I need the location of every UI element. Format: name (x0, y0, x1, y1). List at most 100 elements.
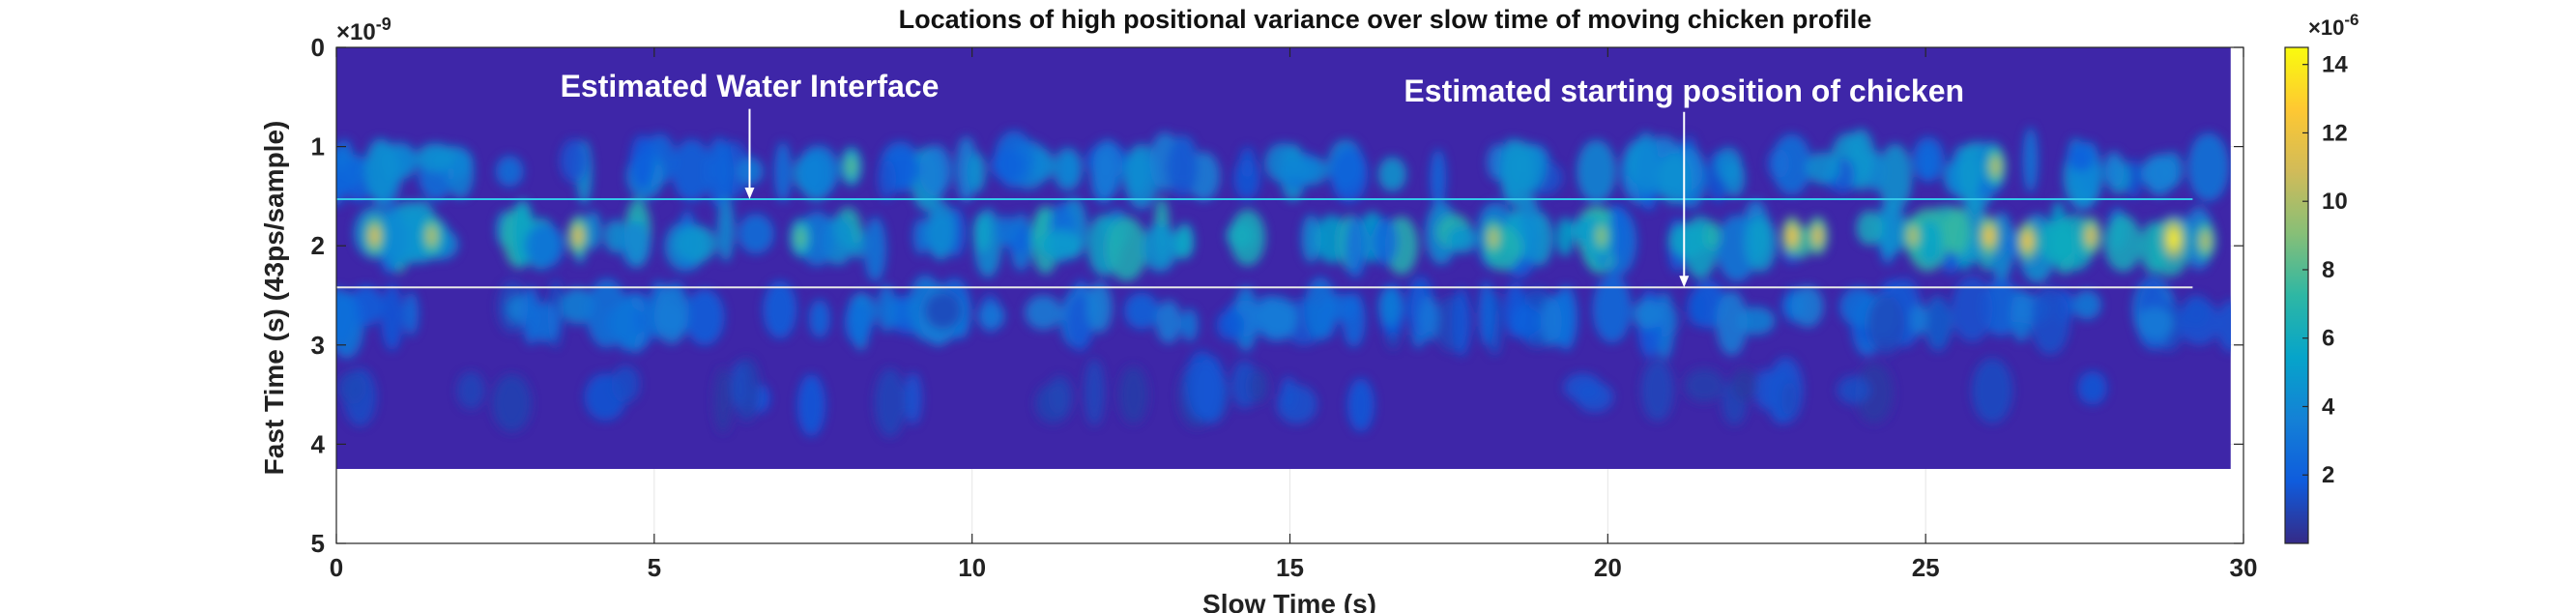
heatmap-cell (1687, 290, 1708, 327)
heatmap-cell (1091, 139, 1123, 197)
y-axis-label: Fast Time (s) (43ps/sample) (259, 121, 289, 476)
heatmap-cell (1118, 365, 1148, 424)
hot-spot (1908, 224, 1919, 247)
colorbar-exponent: ×10-6 (2308, 11, 2359, 40)
colorbar-tick-label: 12 (2322, 120, 2348, 146)
heatmap-cell (808, 299, 830, 338)
hot-spot (1488, 226, 1498, 248)
heatmap-cell (967, 152, 987, 193)
hot-spot (2022, 230, 2033, 252)
heatmap-cell (1345, 217, 1367, 278)
heatmap-cell (1142, 223, 1178, 273)
heatmap-cell (863, 217, 887, 282)
hot-spot (1812, 224, 1823, 247)
heatmap-cells (336, 127, 2231, 437)
heatmap-cell (2182, 295, 2211, 329)
hot-spot (796, 226, 806, 248)
heatmap-cell (924, 291, 963, 330)
annotation-text: Estimated starting position of chicken (1404, 73, 1964, 108)
heatmap-cell (1556, 217, 1574, 257)
heatmap-cell (2038, 220, 2072, 263)
heatmap-cell (416, 142, 455, 172)
colorbar: 2 4 6 8 10 12 14 ×10-6 (2284, 11, 2359, 544)
heatmap-cell (904, 372, 922, 425)
heatmap-cell (1181, 307, 1199, 342)
heatmap-cell (1167, 136, 1199, 197)
heatmap-cell (1951, 276, 1993, 342)
heatmap (336, 47, 2231, 470)
heatmap-cell (1510, 304, 1543, 339)
colorbar-gradient (2284, 46, 2309, 544)
heatmap-cell (1684, 368, 1724, 402)
annotation-arrowhead (1679, 276, 1690, 288)
heatmap-cell (1634, 131, 1659, 196)
colorbar-tick-label: 2 (2322, 462, 2334, 488)
heatmap-cell (1185, 350, 1219, 421)
heatmap-cell (1452, 287, 1471, 357)
heatmap-cell (382, 208, 409, 270)
heatmap-cell (2187, 132, 2230, 202)
hot-spot (2200, 230, 2211, 252)
hot-spot (1990, 156, 2001, 178)
heatmap-cell (2139, 221, 2169, 275)
heatmap-cell (1257, 296, 1298, 340)
annotations: Estimated Water Interface Estimated start… (336, 69, 2193, 289)
colorbar-tick-label: 14 (2322, 52, 2348, 78)
heatmap-cell (1912, 136, 1945, 183)
heatmap-cell (674, 224, 717, 263)
heatmap-cell (1731, 367, 1757, 402)
heatmap-cell (1856, 210, 1883, 246)
heatmap-cell (1874, 201, 1906, 256)
heatmap-cell (524, 223, 565, 269)
heatmap-cell (972, 212, 992, 252)
hot-spot (369, 224, 380, 247)
heatmap-cell (1540, 296, 1562, 347)
heatmap-cell (991, 148, 1025, 182)
x-tick-label: 0 (330, 553, 343, 582)
y-tick-label: 5 (311, 529, 325, 558)
heatmap-cell (1926, 296, 1952, 352)
heatmap-cell (2030, 286, 2070, 355)
colorbar-tick-label: 4 (2322, 394, 2335, 420)
hot-spot (1983, 224, 1994, 247)
heatmap-cell (1155, 300, 1182, 344)
colorbar-tick-label: 10 (2322, 189, 2348, 215)
heatmap-cell (1704, 220, 1722, 250)
hot-spot (1787, 224, 1798, 247)
heatmap-cell (1264, 142, 1302, 183)
heatmap-cell (1867, 294, 1905, 355)
heatmap-cell (1576, 381, 1614, 413)
hot-spot (2168, 228, 2179, 250)
heatmap-cell (1447, 225, 1479, 253)
heatmap-cell (1855, 363, 1894, 423)
heatmap-cell (1377, 286, 1403, 326)
heatmap-cell (763, 280, 797, 339)
heatmap-cell (495, 156, 524, 188)
heatmap-cell (1301, 214, 1321, 263)
heatmap-cell (1502, 139, 1534, 208)
heatmap-cell (713, 367, 733, 433)
heatmap-cell (1577, 139, 1616, 203)
heatmap-cell (1047, 375, 1073, 416)
heatmap-cell (918, 144, 952, 196)
heatmap-cell (1430, 149, 1447, 208)
heatmap-cell (2125, 159, 2143, 198)
heatmap-cell (1806, 152, 1840, 185)
heatmap-cell (1716, 290, 1748, 356)
heatmap-cell (2068, 143, 2095, 172)
heatmap-cell (738, 214, 774, 254)
heatmap-cell (2072, 290, 2101, 320)
y-axis-exponent: ×10-9 (336, 15, 391, 45)
heatmap-cell (1780, 381, 1799, 418)
heatmap-cell (1040, 230, 1083, 261)
heatmap-cell (1640, 359, 1674, 422)
x-tick-label: 25 (1912, 553, 1940, 582)
heatmap-cell (773, 141, 793, 202)
heatmap-cell (874, 367, 906, 437)
heatmap-cell (1744, 215, 1778, 273)
heatmap-cell (2077, 370, 2107, 405)
heatmap-cell (2103, 151, 2125, 190)
heatmap-cell (586, 278, 628, 348)
hot-spot (426, 224, 437, 247)
